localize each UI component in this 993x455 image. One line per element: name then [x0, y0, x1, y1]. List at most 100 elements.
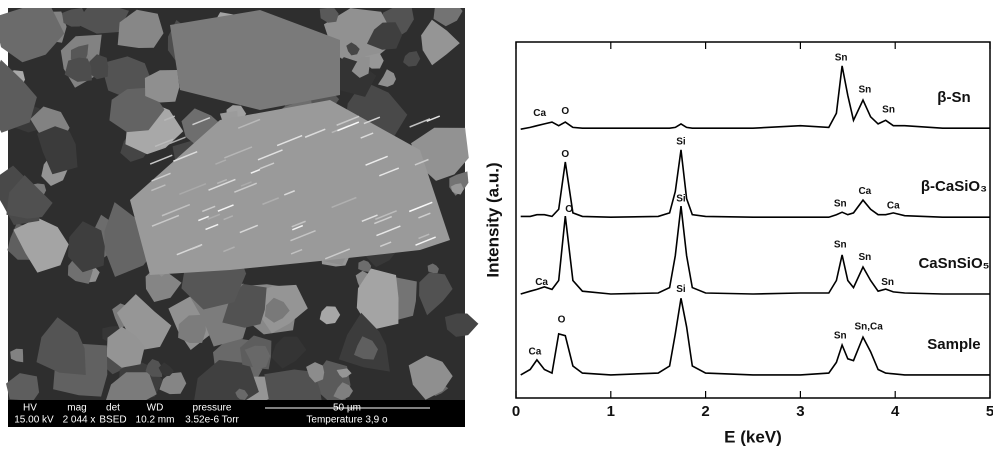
particle — [351, 56, 370, 78]
peak-label: Ca — [535, 277, 548, 288]
crystal-streak — [414, 158, 429, 166]
particle — [319, 306, 341, 325]
crystal-streak — [207, 213, 221, 220]
info-value: BSED — [99, 415, 126, 426]
info-value: 2 044 x — [63, 415, 96, 426]
crystal-streak — [208, 178, 236, 191]
crystal-streak — [239, 224, 259, 234]
series-label: β-CaSiO₃ — [921, 178, 987, 195]
plot-frame — [515, 41, 991, 399]
spectrum-line — [520, 298, 990, 376]
crystal-streak — [224, 146, 253, 159]
x-tick-label: 5 — [986, 403, 993, 420]
crystal-streak — [149, 154, 173, 165]
crystal-streak — [292, 224, 304, 231]
particle — [427, 263, 439, 274]
particle — [323, 8, 397, 66]
particle — [354, 336, 378, 360]
peak-label: Sn,Ca — [854, 321, 883, 332]
peak-label: Ca — [533, 108, 546, 119]
crystal-streak — [201, 205, 216, 213]
peak-label: Sn — [881, 277, 894, 288]
peak-label: Si — [676, 284, 686, 295]
particle — [64, 57, 92, 82]
crystal-streak — [151, 172, 171, 182]
info-bar — [8, 400, 465, 427]
crystal-streak — [215, 159, 227, 165]
particle — [158, 362, 175, 377]
particle — [264, 369, 322, 400]
crystal-streak — [161, 203, 191, 217]
crystal-streak — [363, 116, 381, 125]
x-tick-label: 4 — [891, 403, 900, 420]
particle — [451, 183, 464, 195]
info-label: pressure — [193, 403, 232, 414]
crystal-streak — [374, 215, 392, 225]
crystal-streak — [337, 121, 360, 132]
crystal-streak — [191, 244, 202, 250]
particle — [378, 69, 396, 87]
info-label: mag — [67, 403, 86, 414]
large-particle — [130, 100, 450, 275]
particle — [336, 368, 352, 378]
spectrum-line — [520, 65, 990, 130]
particle — [106, 372, 157, 400]
info-label: det — [106, 403, 120, 414]
crystal-streak — [290, 229, 316, 242]
x-tick-label: 0 — [512, 403, 520, 420]
particle — [356, 268, 399, 331]
particle — [433, 8, 463, 27]
peak-label: Sn — [858, 85, 871, 96]
crystal-streak — [276, 134, 303, 147]
info-value: 15.00 kV — [14, 415, 54, 426]
particle — [444, 313, 479, 337]
crystal-streak — [160, 136, 186, 148]
crystal-streak — [234, 182, 258, 193]
y-axis-label: Intensity (a.u.) — [483, 162, 502, 277]
particle — [106, 326, 145, 368]
peak-label: Sn — [835, 53, 848, 64]
peak-label: O — [558, 314, 566, 325]
particle — [6, 373, 40, 400]
crystal-streak — [375, 210, 397, 221]
scale-label: 50 µm — [333, 403, 361, 414]
series-label: β-Sn — [937, 89, 970, 106]
particle — [358, 260, 372, 273]
particle — [244, 345, 271, 371]
info-label: HV — [23, 403, 37, 414]
spectrum-line — [520, 206, 990, 295]
info-label: WD — [147, 403, 164, 414]
peak-label: O — [565, 204, 573, 215]
particle — [87, 54, 109, 80]
info-value: 10.2 mm — [136, 415, 175, 426]
particle — [306, 362, 325, 383]
particle — [346, 42, 360, 56]
sem-particles — [0, 8, 479, 400]
crystal-streak — [379, 167, 400, 177]
particle — [0, 8, 65, 63]
x-tick-label: 1 — [607, 403, 615, 420]
particle — [0, 59, 37, 133]
particle — [10, 348, 24, 363]
crystal-streak — [379, 241, 392, 248]
crystal-streak — [237, 118, 261, 129]
sem-image: HV mag det WD pressure 15.00 kV 2 044 x BSED 10.… — [0, 8, 479, 427]
particle — [419, 272, 453, 316]
crystal-streak — [257, 149, 283, 161]
crystal-streak — [205, 223, 219, 231]
peak-label: Sn — [834, 240, 847, 251]
crystal-streak — [290, 248, 303, 255]
particle — [408, 355, 453, 400]
crystal-streak — [151, 214, 180, 227]
x-axis-label: E (keV) — [724, 427, 782, 446]
peak-label: Sn — [882, 104, 895, 115]
crystal-streak — [331, 196, 357, 209]
particle — [36, 317, 86, 375]
particle — [271, 336, 307, 369]
crystal-streak — [259, 162, 275, 170]
particle — [421, 19, 460, 66]
crystal-streak — [415, 236, 436, 246]
crystal-streak — [223, 246, 235, 253]
